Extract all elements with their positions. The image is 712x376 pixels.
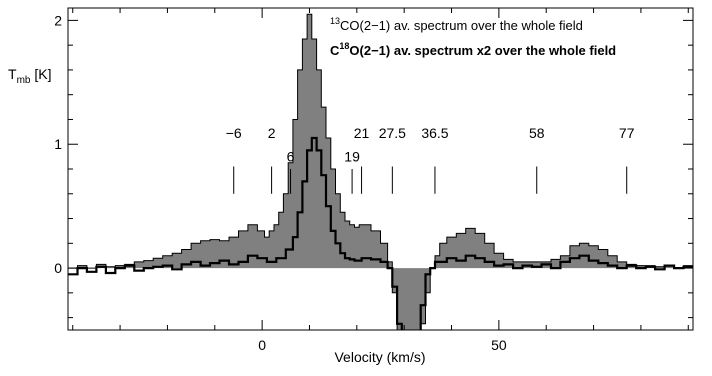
y-axis-title-sub: mb: [17, 75, 31, 86]
series-13co-outline: [68, 13, 693, 330]
series-layer: [68, 13, 693, 330]
y-axis-title-main: T: [8, 66, 17, 82]
legend-13co-text: CO(2−1) av. spectrum over the whole fiel…: [340, 18, 583, 33]
series-c18o-line: [68, 136, 693, 330]
y-tick-label: 1: [54, 136, 62, 152]
x-tick-label: 0: [258, 337, 266, 353]
velocity-marker-label: 36.5: [421, 125, 448, 141]
series-13co-fill: [68, 14, 693, 330]
legend-c18o-pre: C: [330, 43, 340, 58]
legend-c18o-text: O(2−1) av. spectrum x2 over the whole fi…: [349, 43, 616, 58]
velocity-marker-label: 21: [354, 125, 370, 141]
velocity-marker-label: 58: [529, 125, 545, 141]
velocity-marker-label: 27.5: [379, 125, 406, 141]
x-tick-label: 50: [491, 337, 507, 353]
velocity-marker-label: −6: [226, 125, 242, 141]
legend: 13CO(2−1) av. spectrum over the whole fi…: [330, 16, 616, 58]
velocity-marker-label: 6: [287, 149, 295, 165]
axis-ticks: 0 50 0 1 2: [54, 8, 693, 353]
y-tick-label: 0: [54, 260, 62, 276]
y-axis-title-unit: [K]: [30, 66, 51, 82]
y-tick-label: 2: [54, 12, 62, 28]
y-axis-title: Tmb [K]: [8, 66, 51, 86]
legend-13co-sup: 13: [330, 16, 340, 26]
x-axis-title: Velocity (km/s): [334, 349, 425, 365]
velocity-marker-label: 77: [619, 125, 635, 141]
velocity-markers: −6 26 19 21 27.5 36.5 58 77: [226, 125, 635, 194]
legend-entry-c18o: C18O(2−1) av. spectrum x2 over the whole…: [330, 41, 616, 58]
legend-entry-13co: 13CO(2−1) av. spectrum over the whole fi…: [330, 16, 583, 33]
velocity-marker-label: 2: [268, 125, 276, 141]
velocity-marker-label: 19: [344, 149, 360, 165]
legend-c18o-sup: 18: [339, 41, 349, 51]
